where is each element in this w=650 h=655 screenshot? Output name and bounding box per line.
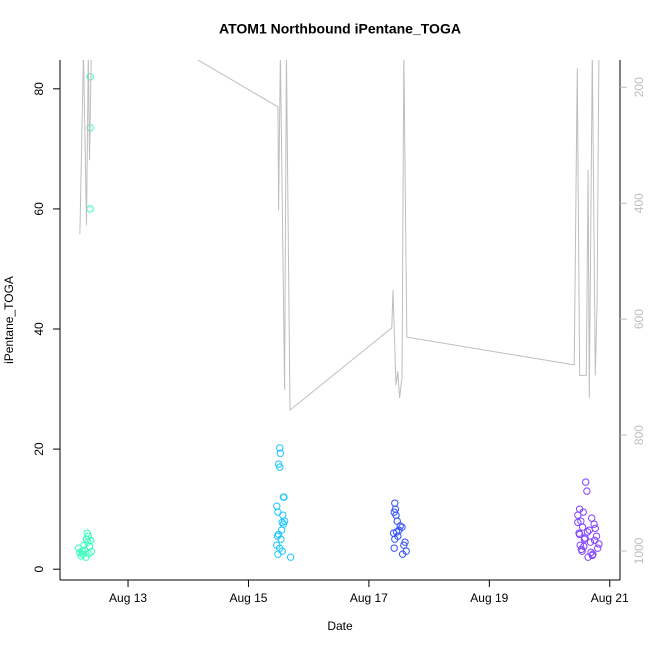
data-point [576, 541, 584, 549]
data-point [85, 549, 93, 558]
y2-tick-label: 200 [632, 77, 646, 97]
data-point [398, 550, 407, 558]
data-point [87, 536, 95, 545]
y-axis-label: iPentane_TOGA [2, 276, 16, 364]
data-point [580, 542, 588, 551]
data-point [574, 511, 582, 519]
data-point [84, 532, 93, 540]
data-point [286, 553, 295, 561]
data-point [280, 517, 289, 525]
data-point [86, 73, 94, 81]
data-point [276, 544, 284, 552]
data-point [585, 526, 593, 534]
plot-area [74, 60, 603, 561]
data-point [276, 449, 285, 458]
chart-title: ATOM1 Northbound iPentane_TOGA [219, 21, 461, 37]
data-point [591, 536, 599, 545]
data-point [392, 528, 401, 536]
data-point [390, 544, 398, 552]
data-point [393, 517, 401, 525]
y-tick-label: 80 [32, 82, 46, 96]
data-point [579, 508, 587, 516]
data-point [594, 544, 602, 552]
data-point [77, 552, 85, 560]
data-point [575, 530, 584, 539]
data-point [590, 520, 598, 528]
pressure-line [79, 60, 600, 412]
data-point [588, 551, 597, 560]
data-point [391, 535, 399, 543]
data-point [396, 522, 404, 530]
data-point [276, 463, 284, 471]
data-point [87, 548, 96, 556]
y2-tick-label: 1000 [632, 537, 646, 564]
x-tick-label: Aug 15 [229, 591, 267, 605]
data-point [273, 502, 281, 510]
x-axis-label: Date [327, 619, 353, 633]
data-point [279, 511, 287, 519]
data-point [280, 493, 288, 501]
x-tick-label: Aug 17 [350, 591, 388, 605]
data-point [586, 538, 595, 546]
x-tick-label: Aug 19 [470, 591, 508, 605]
x-tick-label: Aug 13 [109, 591, 147, 605]
y2-tick-label: 800 [632, 425, 646, 445]
data-point [578, 523, 587, 531]
data-point [274, 508, 282, 516]
data-point [583, 528, 592, 536]
data-point [276, 444, 284, 452]
data-point [595, 540, 603, 548]
data-point [574, 518, 582, 527]
data-point [591, 524, 600, 533]
data-point [277, 535, 285, 543]
y-tick-label: 20 [32, 442, 46, 456]
data-point [86, 205, 94, 213]
data-point [581, 478, 590, 486]
data-point [80, 546, 89, 554]
y-tick-label: 60 [32, 202, 46, 216]
y-tick-label: 0 [32, 566, 46, 573]
y-tick-label: 40 [32, 322, 46, 336]
data-point [592, 532, 601, 540]
data-point [584, 553, 592, 561]
data-point [587, 514, 596, 522]
data-point [583, 487, 591, 495]
data-point [391, 499, 399, 507]
x-tick-label: Aug 21 [591, 591, 629, 605]
y2-tick-label: 400 [632, 193, 646, 213]
y2-tick-label: 600 [632, 309, 646, 329]
